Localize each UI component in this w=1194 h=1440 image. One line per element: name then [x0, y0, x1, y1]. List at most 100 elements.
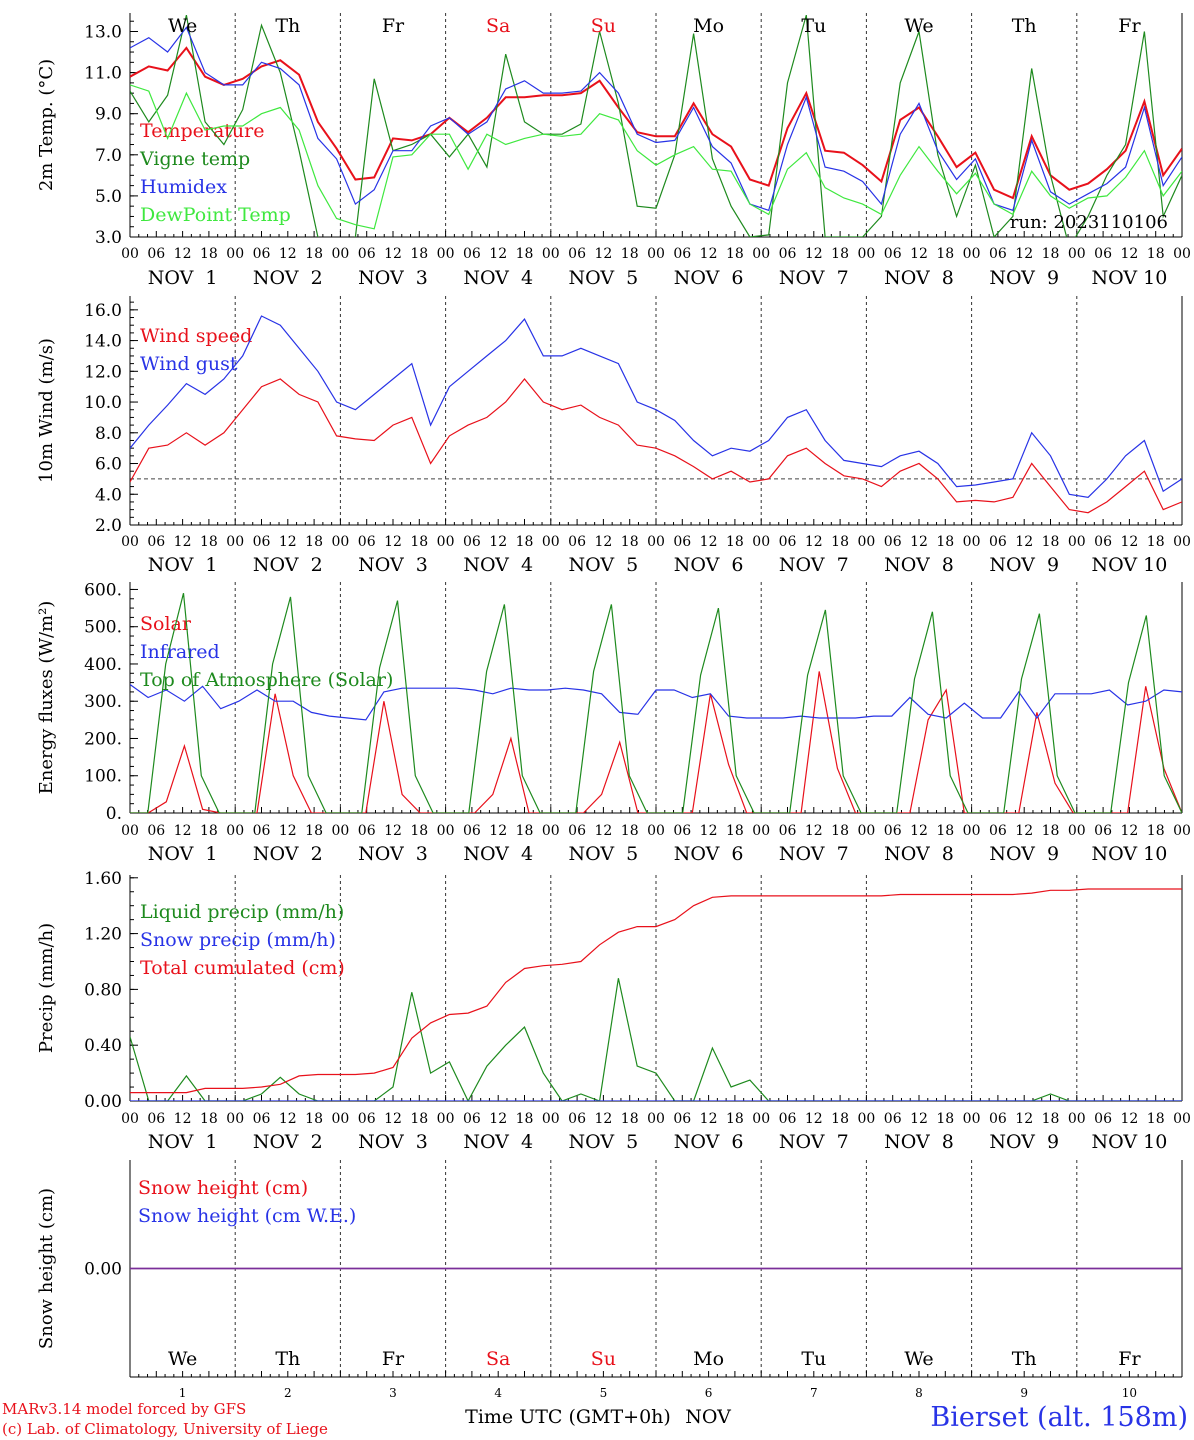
hour-label: 18 — [621, 823, 639, 839]
day-number: 6 — [705, 1386, 713, 1400]
y-tick-label: 1.60 — [84, 869, 122, 889]
hour-label: 18 — [305, 1111, 323, 1127]
day-number: 2 — [284, 1386, 292, 1400]
y-axis-label: Energy fluxes (W/m²) — [36, 601, 57, 795]
hour-label: 18 — [1042, 534, 1060, 550]
day-label: NOV 2 — [253, 267, 323, 289]
hour-label: 06 — [147, 823, 165, 839]
day-label: NOV 10 — [1091, 554, 1167, 576]
hour-label: 18 — [936, 246, 954, 262]
hour-label: 00 — [121, 823, 139, 839]
hour-label: 18 — [1042, 1111, 1060, 1127]
hour-label: 06 — [463, 1111, 481, 1127]
y-tick-label: 8.0 — [95, 424, 122, 444]
legend-entry: Solar — [140, 613, 192, 635]
weekday-label: Su — [591, 1348, 616, 1370]
y-tick-label: 4.0 — [95, 485, 122, 505]
y-tick-label: 5.0 — [95, 187, 122, 207]
hour-label: 00 — [226, 246, 244, 262]
hour-label: 12 — [910, 1111, 928, 1127]
hour-label: 12 — [805, 246, 823, 262]
hour-label: 12 — [910, 534, 928, 550]
hour-label: 00 — [542, 246, 560, 262]
hour-label: 06 — [884, 823, 902, 839]
hour-label: 06 — [673, 823, 691, 839]
day-label: NOV 7 — [779, 554, 849, 576]
hour-label: 12 — [384, 1111, 402, 1127]
y-tick-label: 10.0 — [84, 393, 122, 413]
hour-label: 18 — [726, 246, 744, 262]
hour-label: 18 — [200, 1111, 218, 1127]
series-line-1 — [130, 378, 1182, 514]
hour-label: 06 — [1094, 823, 1112, 839]
day-label: NOV 5 — [569, 1131, 639, 1153]
hour-label: 00 — [1173, 823, 1191, 839]
hour-label: 00 — [121, 1111, 139, 1127]
day-number: 4 — [494, 1386, 502, 1400]
hour-label: 06 — [989, 246, 1007, 262]
hour-label: 06 — [147, 1111, 165, 1127]
hour-label: 00 — [1173, 534, 1191, 550]
y-tick-label: 400. — [84, 655, 122, 675]
y-tick-label: 200. — [84, 729, 122, 749]
hour-label: 00 — [752, 1111, 770, 1127]
hour-label: 00 — [437, 823, 455, 839]
hour-label: 12 — [384, 534, 402, 550]
y-tick-label: 0.00 — [84, 1260, 122, 1280]
series-line-2 — [130, 315, 1182, 498]
legend-entry: Snow precip (mm/h) — [140, 929, 336, 951]
day-label: NOV 3 — [358, 267, 428, 289]
station-name: Bierset (alt. 158m) — [930, 1402, 1188, 1433]
series-line-3 — [130, 26, 1182, 212]
hour-label: 00 — [857, 823, 875, 839]
hour-label: 06 — [1094, 534, 1112, 550]
hour-label: 18 — [936, 534, 954, 550]
hour-label: 00 — [1173, 1111, 1191, 1127]
day-label: NOV 10 — [1091, 267, 1167, 289]
hour-label: 18 — [200, 823, 218, 839]
weekday-label: Fr — [382, 15, 405, 37]
hour-label: 12 — [805, 534, 823, 550]
hour-label: 12 — [174, 823, 192, 839]
hour-label: 18 — [621, 534, 639, 550]
hour-label: 06 — [779, 246, 797, 262]
y-tick-label: 300. — [84, 692, 122, 712]
hour-label: 00 — [331, 1111, 349, 1127]
hour-label: 00 — [752, 534, 770, 550]
day-number: 3 — [389, 1386, 397, 1400]
hour-label: 06 — [358, 246, 376, 262]
hour-label: 12 — [1120, 246, 1138, 262]
hour-label: 06 — [673, 534, 691, 550]
series-line-2 — [130, 14, 1182, 237]
day-label: NOV 5 — [569, 554, 639, 576]
hour-label: 00 — [963, 823, 981, 839]
hour-label: 00 — [963, 246, 981, 262]
hour-label: 12 — [910, 246, 928, 262]
hour-label: 12 — [594, 246, 612, 262]
hour-label: 00 — [857, 534, 875, 550]
weekday-label: Fr — [1118, 1348, 1141, 1370]
hour-label: 00 — [542, 1111, 560, 1127]
hour-label: 00 — [1068, 1111, 1086, 1127]
hour-label: 00 — [437, 534, 455, 550]
hour-label: 06 — [884, 1111, 902, 1127]
hour-label: 06 — [568, 246, 586, 262]
hour-label: 12 — [489, 823, 507, 839]
hour-label: 18 — [831, 246, 849, 262]
weekday-label: Sa — [486, 1348, 510, 1370]
hour-label: 12 — [594, 823, 612, 839]
hour-label: 00 — [647, 1111, 665, 1127]
y-tick-label: 7.0 — [95, 146, 122, 166]
hour-label: 06 — [253, 823, 271, 839]
hour-label: 18 — [200, 534, 218, 550]
day-label: NOV 5 — [569, 267, 639, 289]
day-label: NOV 9 — [989, 267, 1059, 289]
hour-label: 18 — [621, 246, 639, 262]
hour-label: 12 — [910, 823, 928, 839]
x-axis-label: Time UTC (GMT+0h) — [465, 1406, 671, 1428]
hour-label: 00 — [121, 534, 139, 550]
hour-label: 06 — [673, 1111, 691, 1127]
hour-label: 00 — [437, 246, 455, 262]
hour-label: 12 — [489, 534, 507, 550]
day-number: 9 — [1020, 1386, 1028, 1400]
